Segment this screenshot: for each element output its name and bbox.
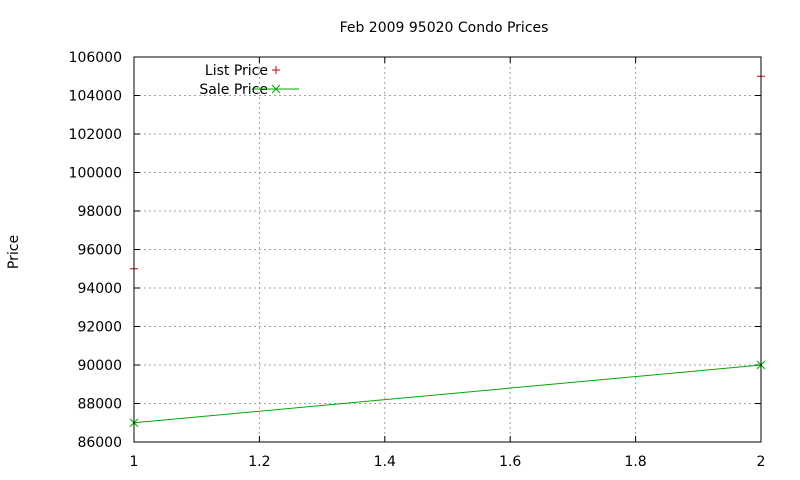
y-tick-label: 102000 xyxy=(69,127,122,143)
legend-label-sale-price: Sale Price xyxy=(199,82,268,98)
y-tick-label: 94000 xyxy=(77,281,122,297)
y-tick-label: 88000 xyxy=(77,397,122,413)
y-tick-label: 92000 xyxy=(77,320,122,336)
marker-stroke xyxy=(271,84,281,94)
legend-marker-sample xyxy=(272,66,280,74)
legend-marker-sample xyxy=(271,84,281,94)
legend-label-list-price: List Price xyxy=(205,63,268,79)
y-tick-label: 100000 xyxy=(69,166,122,182)
grid-lines xyxy=(134,57,761,442)
x-tick-label: 1 xyxy=(130,454,139,470)
y-tick-label: 104000 xyxy=(69,89,122,105)
y-tick-label: 96000 xyxy=(77,243,122,259)
sale-price-line xyxy=(133,364,762,424)
legend-entry-list-price: List Price xyxy=(205,63,280,79)
y-tick-label: 86000 xyxy=(77,435,122,451)
y-axis-title: Price xyxy=(6,235,22,269)
y-tick-label: 98000 xyxy=(77,204,122,220)
y-tick-label: 90000 xyxy=(77,358,122,374)
legend: List Price Sale Price xyxy=(199,63,299,98)
x-tick-label: 1.6 xyxy=(499,454,521,470)
x-tick-label: 1.2 xyxy=(248,454,270,470)
sale-price-series xyxy=(129,360,766,428)
x-tick-label: 2 xyxy=(757,454,766,470)
y-tick-label: 106000 xyxy=(69,50,122,66)
legend-entry-sale-price: Sale Price xyxy=(199,82,299,98)
x-tick-label: 1.8 xyxy=(624,454,646,470)
plot-frame xyxy=(133,56,762,443)
chart-title: Feb 2009 95020 Condo Prices xyxy=(340,20,549,36)
axis-ticks: 1 1.2 1.4 1.6 1.8 2 86000 88000 90000 92000 94000 9… xyxy=(69,50,766,470)
x-tick-label: 1.4 xyxy=(374,454,396,470)
